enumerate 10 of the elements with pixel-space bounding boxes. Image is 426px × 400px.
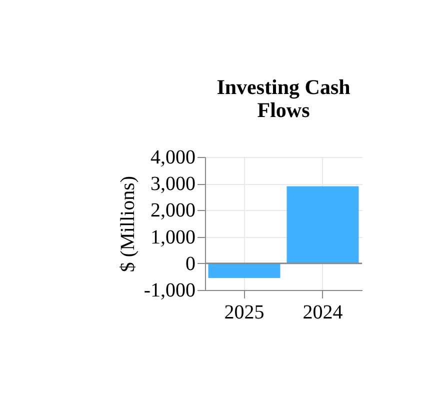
y-tick-label: 3,000	[150, 173, 196, 196]
y-tick-label: -1,000	[144, 280, 196, 302]
x-tick-label: 2024	[302, 302, 343, 324]
y-tick-label: 1,000	[150, 226, 196, 248]
x-tick-label: 2025	[224, 302, 264, 324]
y-axis-title: $ (Millions)	[116, 176, 139, 272]
y-tick-label: 2,000	[150, 200, 196, 222]
y-tick-label: 0	[186, 252, 196, 275]
y-tick-label: 4,000	[150, 146, 196, 168]
chart-title: Investing Cash Flows	[216, 75, 351, 122]
